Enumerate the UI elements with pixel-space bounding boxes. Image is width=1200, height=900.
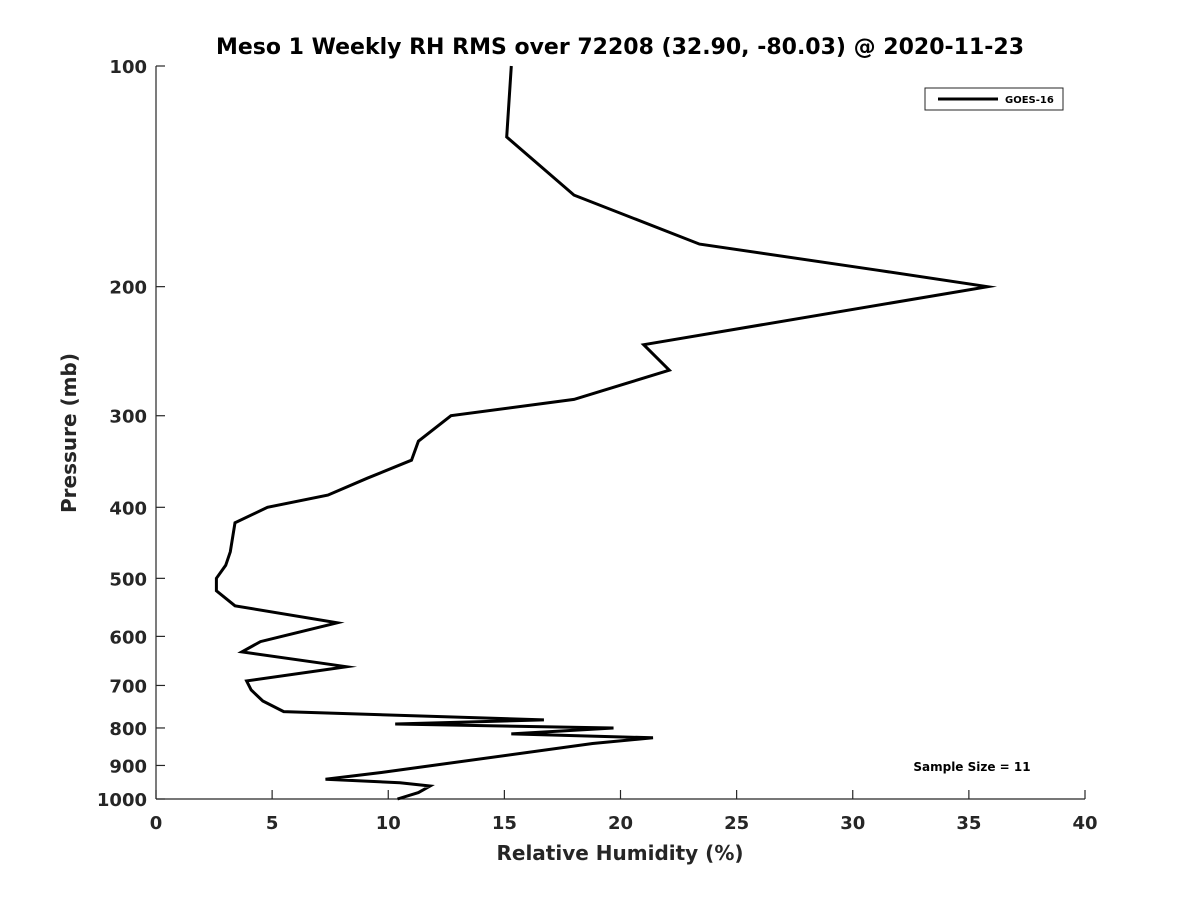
x-tick-label: 40 (1072, 813, 1097, 834)
x-tick-label: 15 (492, 813, 517, 834)
x-tick-label: 5 (266, 813, 279, 834)
y-tick-label: 800 (109, 719, 147, 740)
x-tick-label: 35 (956, 813, 981, 834)
x-tick-label: 20 (608, 813, 633, 834)
y-tick-label: 700 (109, 676, 147, 697)
x-tick-label: 30 (840, 813, 865, 834)
y-tick-label: 900 (109, 756, 147, 777)
chart-title: Meso 1 Weekly RH RMS over 72208 (32.90, … (216, 35, 1024, 60)
y-tick-label: 500 (109, 569, 147, 590)
x-axis-label: Relative Humidity (%) (496, 841, 743, 865)
y-tick-label: 1000 (97, 790, 147, 811)
axes: 0 5 10 15 20 25 30 35 40 100 200 300 400 500 600 700 800… (97, 57, 1098, 834)
y-axis-label: Pressure (mb) (57, 353, 81, 513)
series-line-goes-16 (214, 65, 998, 801)
legend-label: GOES-16 (1005, 95, 1054, 106)
y-tick-label: 300 (109, 407, 147, 428)
x-tick-label: 0 (150, 813, 163, 834)
y-tick-label: 200 (109, 278, 147, 299)
y-tick-label: 100 (109, 57, 147, 78)
y-tick-label: 400 (109, 498, 147, 519)
sample-size-annotation: Sample Size = 11 (913, 760, 1030, 774)
x-tick-label: 25 (724, 813, 749, 834)
x-tick-label: 10 (376, 813, 401, 834)
y-tick-label: 600 (109, 627, 147, 648)
series-layer (214, 65, 998, 801)
legend: GOES-16 (924, 87, 1064, 111)
